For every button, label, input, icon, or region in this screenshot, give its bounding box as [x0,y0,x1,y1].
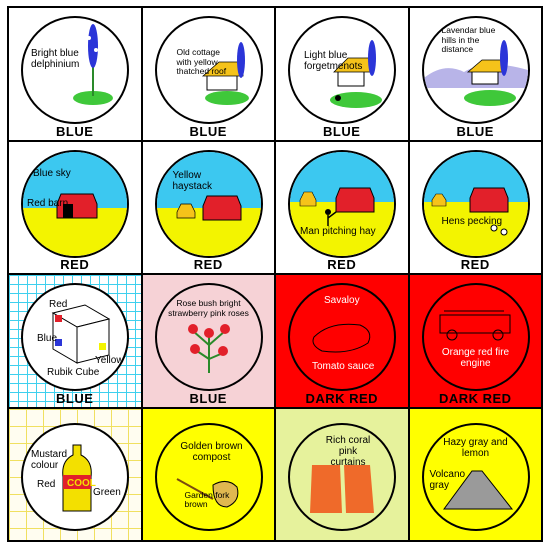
tile-rubik-cube: Red Blue Yellow Rubik Cube BLUE [8,274,142,408]
tile-label: Red barn [27,197,69,209]
tile-label: Old cottage with yellow thatched roof [176,47,227,76]
volcano-illustration [442,470,513,509]
hay-illustration [290,151,394,256]
tile-label: Garden fork brown [184,489,230,509]
circle: Old cottage with yellow thatched roof [154,16,263,124]
tile-curtains: Rich coral pink curtains [275,407,409,541]
tile-lavender-hills: Lavendar blue hills in the distance BLUE [408,7,542,141]
tile-label: Light blue forgetmenots [304,50,363,72]
tile-label: Lavendar blue hills in the distance [441,25,496,54]
tile-compost: Golden brown compost Garden fork brown [141,407,275,541]
circle: Savaloy Tomato sauce [288,283,396,391]
tile-caption: RED [60,257,90,272]
tile-caption: BLUE [56,390,94,406]
tile-label: Man pitching hay [300,225,376,237]
tile-blue-sky: Blue sky Red barn RED [8,140,142,274]
tile-caption: DARK RED [305,390,379,406]
circle: Blue sky Red barn [21,149,129,258]
tile-fire-engine: Orange red fire engine DARK RED [408,274,542,408]
tile-label: Hens pecking [441,215,503,227]
circle: Orange red fire engine [421,283,530,391]
tile-label: Yellow [95,355,124,366]
tile-label: Blue [37,333,58,344]
cottage-illustration [201,42,249,105]
hens-illustration [423,151,528,256]
circle: Hazy gray and lemon Volcano gray [421,422,530,531]
tile-mustard: Mustard colour Red Green COOL [8,407,142,541]
circle: Mustard colour Red Green COOL [21,422,129,531]
circle: Rich coral pink curtains [288,422,396,531]
circle: Light blue forgetmenots [288,16,396,124]
tile-caption: BLUE [323,123,361,139]
tile-label: Savaloy [324,295,360,306]
circle: Lavendar blue hills in the distance [421,16,530,124]
hills-illustration [423,40,528,106]
savaloy-illustration [312,323,371,353]
tile-caption: BLUE [189,390,227,406]
tile-caption: RED [460,257,490,272]
compost-illustration [176,477,238,508]
rose-bush-illustration [187,324,230,373]
circle: Hens pecking [421,149,530,258]
bottle-label: COOL [67,477,96,489]
tile-caption: RED [193,257,223,272]
tile-volcano: Hazy gray and lemon Volcano gray [408,407,542,541]
rubik-cube-illustration [51,304,111,364]
tile-grid: Bright blue delphinium BLUE Old cottage … [7,6,543,542]
fire-engine-illustration [439,310,510,341]
tile-label: Yellow haystack [172,169,212,192]
tile-caption: BLUE [56,123,94,139]
circle: Yellow haystack [154,149,263,258]
tile-savaloy: Savaloy Tomato sauce DARK RED [275,274,409,408]
tile-delphinium: Bright blue delphinium BLUE [8,7,142,141]
tile-label: Blue sky [33,167,71,179]
barn-illustration [23,151,127,256]
tile-hens-pecking: Hens pecking RED [408,140,542,274]
tile-cottage: Old cottage with yellow thatched roof BL… [141,7,275,141]
tile-haystack: Yellow haystack RED [141,140,275,274]
tile-label: Bright blue delphinium [31,48,80,70]
tile-label: Rich coral pink curtains [325,434,371,468]
curtains-illustration [310,464,374,513]
mustard-bottle-illustration [62,444,92,511]
tile-label: Rubik Cube [47,367,100,378]
tile-label: Mustard colour [31,448,68,471]
circle: Bright blue delphinium [21,16,129,124]
tile-label: Red [37,478,56,490]
circle: Golden brown compost Garden fork brown [154,422,263,531]
delphinium-illustration [73,24,113,105]
tile-caption: BLUE [189,123,227,139]
tile-label: Volcano gray [429,468,466,491]
haystack-illustration [156,151,261,256]
circle: Rose bush bright strawberry pink roses [154,283,263,391]
tile-forgetmenots: Light blue forgetmenots BLUE [275,7,409,141]
tile-label: Green [93,486,121,498]
tile-rose-bush: Rose bush bright strawberry pink roses B… [141,274,275,408]
tile-label: Hazy gray and lemon [443,436,508,459]
tile-caption: BLUE [456,123,494,139]
tile-label: Red [49,299,68,310]
tile-caption: RED [327,257,357,272]
tile-label: Golden brown compost [180,440,243,463]
tile-label: Tomato sauce [312,361,375,372]
forgetmenots-illustration [330,40,382,108]
tile-man-pitching-hay: Man pitching hay RED [275,140,409,274]
circle: Red Blue Yellow Rubik Cube [21,283,129,391]
tile-label: Orange red fire engine [441,347,510,369]
tile-label: Rose bush bright strawberry pink roses [168,298,249,318]
circle: Man pitching hay [288,149,396,258]
tile-caption: DARK RED [438,390,512,406]
